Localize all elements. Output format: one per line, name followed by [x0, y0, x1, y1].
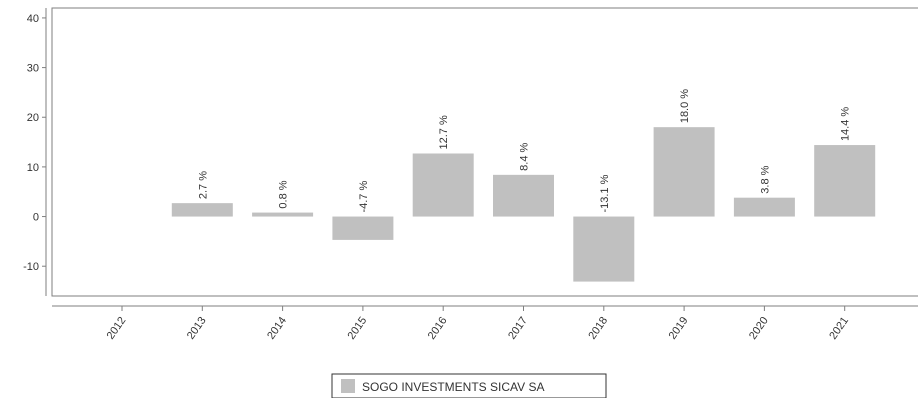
y-tick-label: 0 [33, 212, 39, 224]
x-tick-label: 2017 [506, 315, 530, 342]
bar-value-label: 18.0 % [679, 89, 691, 123]
x-tick-label: 2013 [185, 315, 209, 342]
bar [653, 127, 715, 217]
x-tick-label: 2012 [105, 315, 129, 342]
y-tick-label: 20 [27, 112, 39, 124]
bar-value-label: -13.1 % [599, 174, 611, 212]
bar-value-label: -4.7 % [358, 181, 370, 213]
bar [814, 145, 876, 217]
plot-area [51, 7, 918, 297]
bar [573, 216, 635, 282]
x-tick-label: 2019 [667, 315, 691, 342]
y-tick-label: 30 [27, 63, 39, 75]
x-tick-label: 2021 [827, 315, 851, 342]
y-tick-label: -10 [23, 261, 39, 273]
x-tick-label: 2014 [265, 315, 289, 342]
y-tick-label: 40 [27, 13, 39, 25]
bar [412, 153, 474, 217]
x-tick-label: 2015 [345, 315, 369, 342]
bar [171, 203, 233, 217]
bar-value-label: 0.8 % [278, 180, 290, 208]
bar [332, 216, 394, 240]
bar [252, 212, 314, 217]
bar [733, 197, 795, 217]
y-axis: 40 30 20 10 0 -10 [23, 8, 47, 296]
legend: SOGO INVESTMENTS SICAV SA [331, 373, 607, 398]
bars [171, 127, 876, 282]
legend-box [331, 373, 607, 398]
x-tick-label: 2020 [747, 315, 771, 342]
bar-value-label: 3.8 % [759, 165, 771, 193]
x-axis: 2012 2013 2014 2015 2016 2017 2018 2019 2020 2021 [52, 305, 918, 342]
y-tick-label: 10 [27, 162, 39, 174]
plot-frame [51, 7, 918, 297]
legend-swatch [341, 379, 355, 393]
x-tick-label: 2018 [586, 315, 610, 342]
bar-value-label: 12.7 % [438, 115, 450, 149]
bar-value-label: 8.4 % [519, 142, 531, 170]
bar-value-label: 14.4 % [840, 107, 852, 141]
x-tick-label: 2016 [426, 315, 450, 342]
bar-value-label: 2.7 % [197, 171, 209, 199]
bar [493, 174, 554, 217]
legend-label: SOGO INVESTMENTS SICAV SA [362, 380, 544, 394]
bar-labels: 2.7 % 0.8 % -4.7 % 12.7 % 8.4 % -13.1 % 18.0 %… [197, 89, 851, 213]
